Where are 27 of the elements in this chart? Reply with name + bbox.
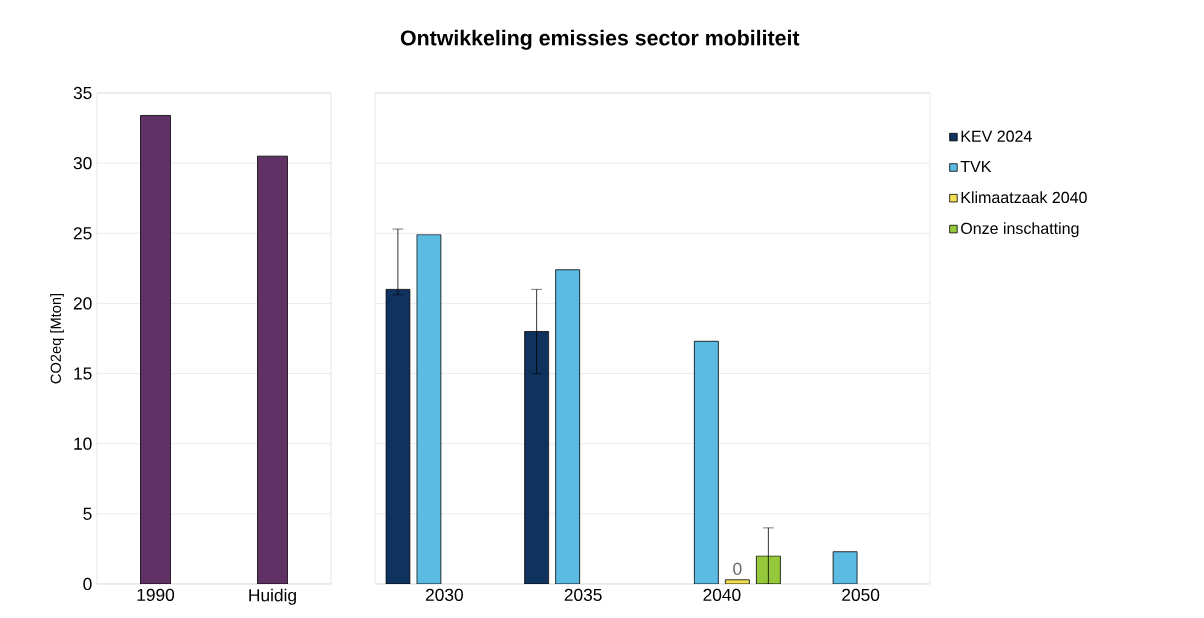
bar	[555, 269, 581, 584]
y-tick-label: 0	[83, 577, 92, 591]
y-tick-label: 5	[83, 507, 92, 520]
x-tick-label: 1990	[137, 588, 175, 601]
legend-label: KEV 2024	[961, 130, 1032, 142]
y-tick-label: 20	[73, 297, 92, 310]
y-tick-label: 25	[73, 227, 92, 240]
y-tick-label: 35	[73, 86, 92, 100]
bar	[693, 340, 719, 584]
bar	[416, 234, 442, 584]
x-tick-label: 2030	[425, 588, 463, 601]
y-axis-title: CO2eq [Mton]	[50, 293, 64, 384]
x-tick-label: Huidig	[249, 588, 296, 605]
bar	[832, 551, 858, 584]
x-tick-label: 2035	[564, 588, 602, 601]
x-tick-label: 2050	[842, 588, 880, 601]
legend-label: Klimaatzaak 2040	[961, 191, 1087, 204]
bar	[524, 331, 550, 584]
y-tick-label: 15	[74, 367, 92, 380]
y-tick-label: 10	[74, 437, 92, 450]
y-tick-label: 30	[73, 157, 92, 170]
legend-label: Onze inschatting	[961, 222, 1079, 238]
x-tick-label: 2040	[703, 588, 741, 601]
chart-title: Ontwikkeling emissies sector mobiliteit	[400, 29, 800, 50]
legend-label: TVK	[960, 161, 992, 173]
bar	[385, 288, 411, 584]
data-label: 0	[733, 562, 742, 575]
